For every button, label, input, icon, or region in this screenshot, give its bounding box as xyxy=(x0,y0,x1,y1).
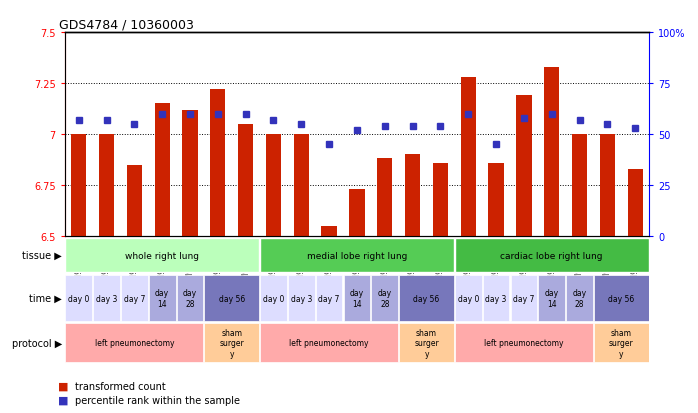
Text: cardiac lobe right lung: cardiac lobe right lung xyxy=(500,251,603,260)
Text: transformed count: transformed count xyxy=(75,381,166,391)
Bar xyxy=(461,78,476,236)
Text: ■: ■ xyxy=(58,395,68,405)
Bar xyxy=(66,323,203,363)
Bar xyxy=(182,110,198,236)
Bar xyxy=(205,275,259,321)
Text: day 0: day 0 xyxy=(68,294,89,303)
Text: left pneumonectomy: left pneumonectomy xyxy=(484,338,564,347)
Bar xyxy=(322,226,336,236)
Bar xyxy=(154,104,170,236)
Bar xyxy=(93,275,120,321)
Text: ■: ■ xyxy=(58,381,68,391)
Text: GDS4784 / 10360003: GDS4784 / 10360003 xyxy=(59,19,194,32)
Bar xyxy=(238,125,253,236)
Text: day
28: day 28 xyxy=(378,289,392,308)
Text: sham
surger
y: sham surger y xyxy=(609,328,634,358)
Bar xyxy=(377,159,392,236)
Text: day 7: day 7 xyxy=(513,294,535,303)
Bar xyxy=(260,238,454,273)
Text: day 7: day 7 xyxy=(318,294,340,303)
Bar xyxy=(294,135,309,236)
Text: whole right lung: whole right lung xyxy=(125,251,199,260)
Text: day
14: day 14 xyxy=(350,289,364,308)
Text: day 3: day 3 xyxy=(485,294,507,303)
Text: day 0: day 0 xyxy=(458,294,479,303)
Bar xyxy=(177,275,203,321)
Bar xyxy=(349,190,364,236)
Bar xyxy=(149,275,175,321)
Bar xyxy=(66,238,259,273)
Bar xyxy=(71,135,87,236)
Text: day 3: day 3 xyxy=(96,294,117,303)
Bar xyxy=(343,275,371,321)
Bar xyxy=(260,275,287,321)
Bar xyxy=(566,275,593,321)
Text: day 56: day 56 xyxy=(218,294,245,303)
Bar xyxy=(455,323,593,363)
Bar xyxy=(405,155,420,236)
Bar xyxy=(483,275,510,321)
Text: sham
surger
y: sham surger y xyxy=(414,328,439,358)
Bar xyxy=(99,135,114,236)
Text: left pneumonectomy: left pneumonectomy xyxy=(290,338,369,347)
Text: day
14: day 14 xyxy=(544,289,559,308)
Bar xyxy=(399,323,454,363)
Bar xyxy=(260,323,398,363)
Text: day
14: day 14 xyxy=(155,289,169,308)
Bar xyxy=(121,275,148,321)
Bar xyxy=(266,135,281,236)
Text: protocol ▶: protocol ▶ xyxy=(12,338,62,348)
Text: left pneumonectomy: left pneumonectomy xyxy=(95,338,174,347)
Text: day 3: day 3 xyxy=(290,294,312,303)
Text: sham
surger
y: sham surger y xyxy=(219,328,244,358)
Bar xyxy=(594,275,648,321)
Text: day 56: day 56 xyxy=(608,294,634,303)
Bar xyxy=(489,163,504,236)
Bar xyxy=(517,96,532,236)
Bar xyxy=(433,163,448,236)
Bar xyxy=(594,323,648,363)
Bar xyxy=(371,275,398,321)
Bar xyxy=(127,165,142,236)
Bar xyxy=(510,275,537,321)
Bar xyxy=(600,135,615,236)
Bar xyxy=(544,68,559,236)
Bar xyxy=(628,169,643,236)
Bar xyxy=(572,135,587,236)
Text: day 0: day 0 xyxy=(262,294,284,303)
Bar xyxy=(66,275,92,321)
Bar xyxy=(288,275,315,321)
Text: tissue ▶: tissue ▶ xyxy=(22,250,62,261)
Text: day 7: day 7 xyxy=(124,294,145,303)
Bar xyxy=(399,275,454,321)
Bar xyxy=(455,238,648,273)
Text: day 56: day 56 xyxy=(413,294,440,303)
Text: day
28: day 28 xyxy=(183,289,197,308)
Text: medial lobe right lung: medial lobe right lung xyxy=(306,251,407,260)
Bar xyxy=(205,323,259,363)
Bar xyxy=(538,275,565,321)
Bar xyxy=(315,275,343,321)
Text: time ▶: time ▶ xyxy=(29,293,62,303)
Bar xyxy=(210,90,225,236)
Text: day
28: day 28 xyxy=(572,289,586,308)
Text: percentile rank within the sample: percentile rank within the sample xyxy=(75,395,240,405)
Bar xyxy=(455,275,482,321)
